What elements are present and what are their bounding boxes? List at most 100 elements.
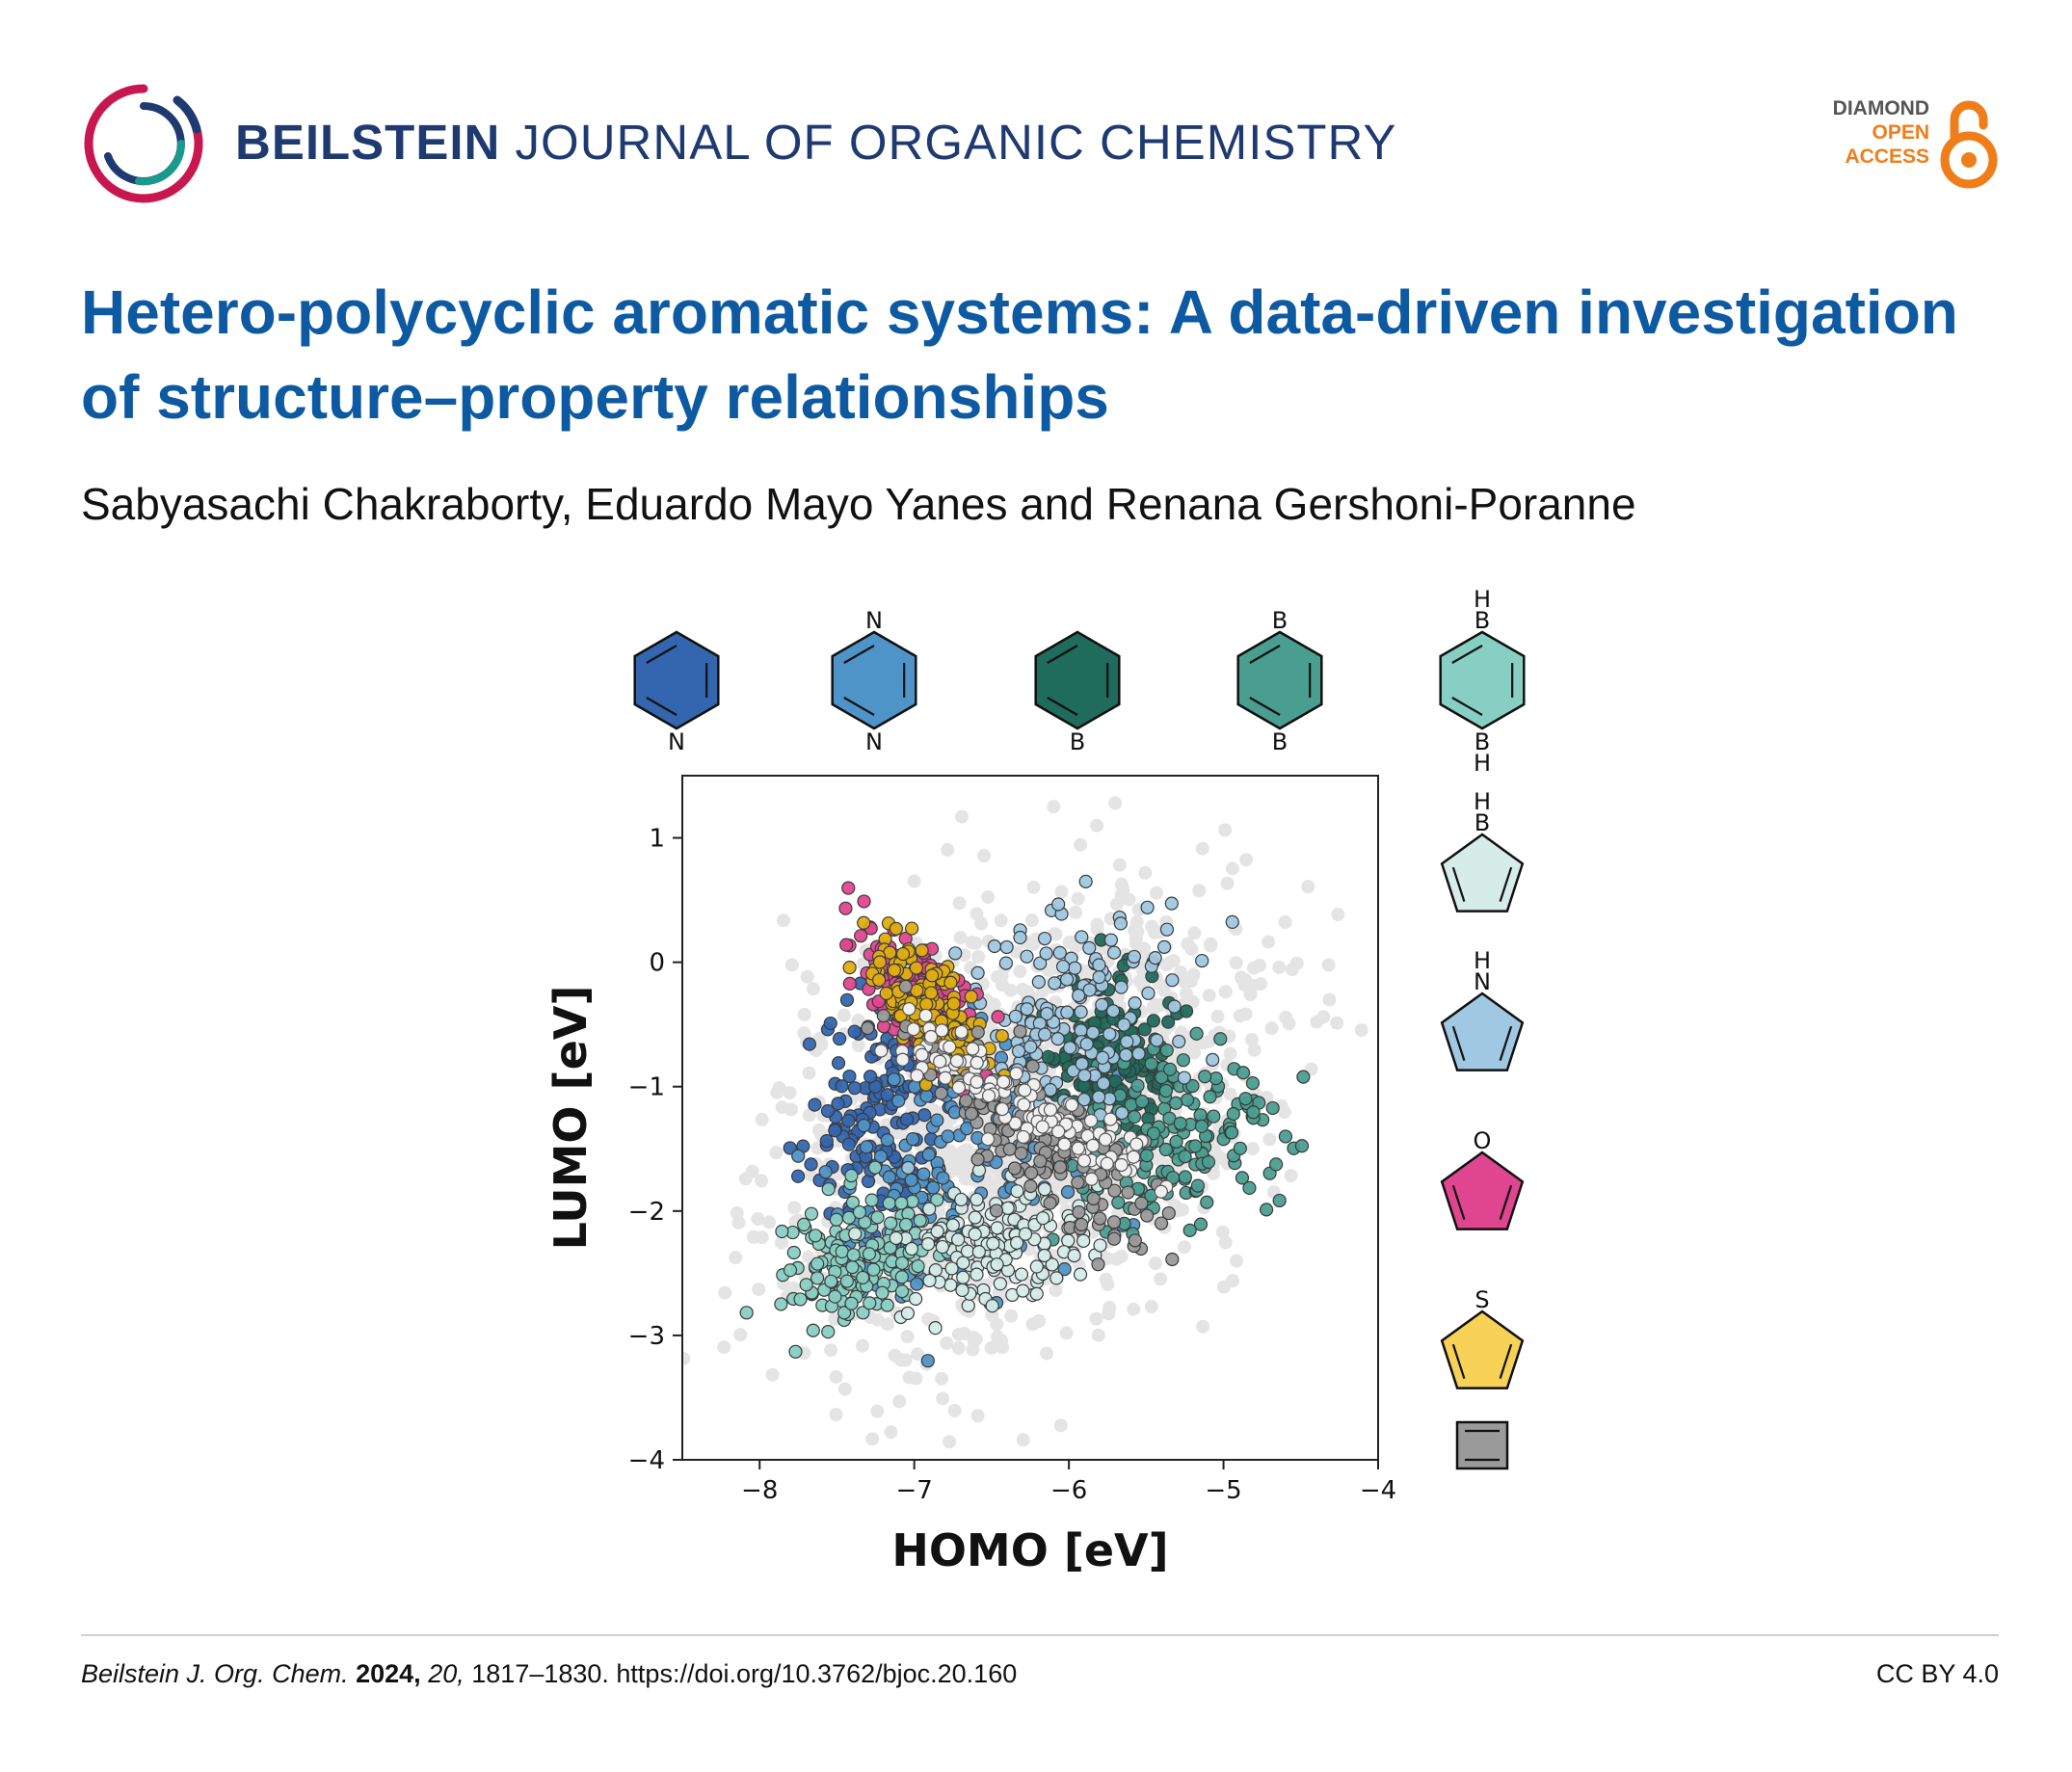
borinine-structure-icon-double-bond: [1047, 645, 1078, 664]
series-point: [828, 1124, 842, 1138]
x-tick-label: −8: [741, 1476, 778, 1505]
series-point: [1144, 1056, 1158, 1071]
background-point: [1074, 837, 1088, 852]
series-point: [1076, 1093, 1092, 1107]
series-point: [1018, 1227, 1033, 1241]
series-point: [872, 972, 887, 988]
series-point: [786, 1245, 801, 1260]
series-point: [1018, 1083, 1032, 1098]
background-point: [1284, 1169, 1298, 1183]
series-point: [1075, 1217, 1089, 1232]
background-point: [730, 1205, 744, 1220]
homo-lumo-scatter-chart: −8 −7 −6 −5 −4 −4 −3 −2 −1 0 1 HOMO [eV] LUMO [eV] N N…: [545, 586, 1526, 1576]
series-point: [1178, 1170, 1192, 1184]
badge-open: OPEN: [1872, 121, 1929, 144]
series-point: [1076, 1233, 1091, 1248]
license[interactable]: CC BY 4.0: [1875, 1659, 1999, 1688]
series-point: [791, 1169, 806, 1183]
series-point: [887, 1072, 901, 1087]
series-point: [876, 1009, 890, 1023]
furan-structure-icon: [1440, 1150, 1525, 1230]
series-point: [1213, 1032, 1228, 1046]
citation-pages-doi[interactable]: 1817–1830. https://doi.org/10.3762/bjoc.…: [471, 1659, 1018, 1688]
background-point: [1175, 1203, 1189, 1217]
series-point: [1082, 983, 1097, 997]
series-point: [998, 956, 1014, 970]
pyridine-structure-icon-double-bond: [646, 697, 677, 716]
series-point: [1259, 1203, 1274, 1217]
series-point: [1020, 949, 1034, 964]
pyrrole-structure-icon-double-bond: [1451, 1025, 1466, 1061]
background-point: [1218, 1235, 1233, 1250]
series-point: [1010, 1235, 1024, 1250]
furan-structure-icon-double-bond: [1499, 1184, 1513, 1220]
background-point: [829, 1369, 843, 1384]
background-point: [1148, 925, 1162, 939]
series-point: [1206, 1052, 1220, 1067]
open-access-lock-icon: [1940, 100, 1998, 189]
series-point: [1105, 1004, 1121, 1018]
pyrrole-atom-label: H: [1474, 947, 1491, 974]
series-point: [860, 1140, 874, 1154]
series-point: [911, 1258, 925, 1274]
series-point: [1011, 1044, 1026, 1058]
series-point: [1051, 897, 1066, 912]
series-point: [1093, 1238, 1107, 1253]
series-point: [1039, 946, 1053, 961]
series-point: [882, 1196, 896, 1210]
series-point: [1083, 1114, 1099, 1128]
series-point: [1190, 1178, 1206, 1193]
pyrazine-atom-label: N: [865, 728, 883, 755]
background-point: [783, 1086, 797, 1100]
series-point: [842, 976, 857, 992]
x-tick-label: −4: [1360, 1476, 1396, 1505]
series-point: [1233, 1141, 1247, 1155]
diborinine-structure-icon-double-bond: [1249, 697, 1281, 716]
series-point: [1007, 1161, 1023, 1176]
footer-divider: [81, 1634, 1999, 1636]
series-point: [1128, 1233, 1142, 1248]
series-point: [1185, 1078, 1200, 1094]
series-point: [945, 1218, 960, 1232]
series-point: [1159, 1044, 1174, 1058]
borinine-structure-icon: [1034, 630, 1121, 730]
series-point: [970, 1074, 984, 1089]
series-point: [857, 1118, 871, 1133]
background-point: [1331, 908, 1345, 922]
series-point: [1179, 1004, 1194, 1018]
series-point: [846, 1248, 861, 1262]
series-point: [875, 1285, 890, 1300]
series-point: [928, 1321, 943, 1336]
series-point: [1092, 1090, 1106, 1104]
series-point: [818, 1165, 833, 1179]
series-point: [964, 990, 978, 1004]
background-point: [953, 931, 968, 945]
series-point: [1045, 1257, 1059, 1272]
journal-name[interactable]: BEILSTEIN JOURNAL OF ORGANIC CHEMISTRY: [235, 114, 1396, 171]
series-point: [935, 1023, 949, 1038]
background-point: [1047, 800, 1061, 814]
series-point: [1092, 958, 1106, 972]
pyrazine-atom-label: N: [865, 607, 883, 634]
series-point: [1164, 896, 1179, 911]
background-point: [1382, 1002, 1395, 1016]
background-point: [1202, 989, 1216, 1003]
series-point: [1102, 1027, 1117, 1042]
series-point: [908, 1079, 922, 1094]
series-point: [1134, 1196, 1149, 1210]
background-point: [974, 916, 989, 931]
series-point: [1037, 931, 1052, 946]
series-point: [895, 946, 911, 962]
dihydrodiborinine-atom-label: H: [1474, 750, 1491, 777]
series-point: [1013, 930, 1027, 945]
background-point: [1059, 1326, 1074, 1340]
x-axis-label: HOMO [eV]: [891, 1524, 1168, 1576]
series-point: [968, 1210, 982, 1225]
series-point: [930, 1193, 944, 1207]
series-point: [995, 1028, 1009, 1044]
series-point: [1057, 1261, 1072, 1277]
series-point: [1154, 1216, 1169, 1230]
series-point: [900, 1306, 916, 1321]
series-point: [902, 1002, 916, 1017]
badge-access: ACCESS: [1845, 145, 1929, 168]
